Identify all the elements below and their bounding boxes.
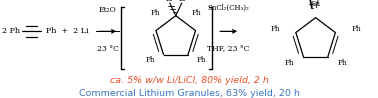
Text: 23 °C: 23 °C (97, 45, 119, 53)
Text: Ph: Ph (270, 25, 280, 33)
Text: Commercial Lithium Granules, 63% yield, 20 h: Commercial Lithium Granules, 63% yield, … (79, 89, 299, 98)
Text: Ph: Ph (284, 59, 294, 67)
Text: Li: Li (166, 0, 172, 3)
Text: Ph: Ph (197, 56, 206, 64)
Text: Ph: Ph (352, 25, 361, 33)
Text: THF, 23 °C: THF, 23 °C (208, 45, 250, 53)
Text: Ph  +  2 Li: Ph + 2 Li (46, 27, 89, 35)
Text: ca. 5% w/w Li/LiCl, 80% yield, 2 h: ca. 5% w/w Li/LiCl, 80% yield, 2 h (110, 76, 268, 85)
Text: Et₂O: Et₂O (99, 6, 116, 14)
Text: SnCl₂(CH₃)₂: SnCl₂(CH₃)₂ (208, 4, 249, 12)
Text: Ph: Ph (150, 9, 160, 17)
Text: Ph: Ph (338, 59, 347, 67)
Text: Ph: Ph (192, 9, 201, 17)
Text: 2 Ph: 2 Ph (2, 27, 20, 35)
Text: Li: Li (179, 0, 186, 3)
Text: Ph: Ph (146, 56, 155, 64)
Text: Sn: Sn (311, 0, 321, 8)
